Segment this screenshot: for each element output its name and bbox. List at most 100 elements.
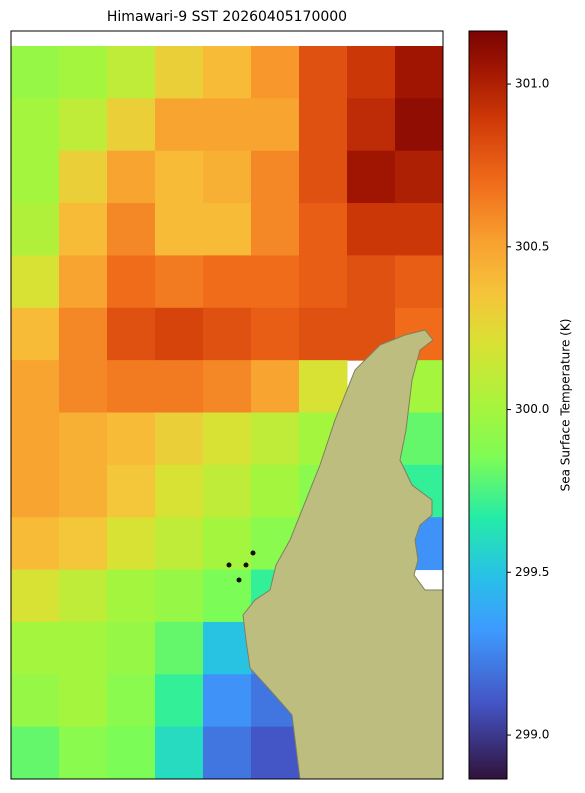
cell	[251, 46, 300, 99]
cell	[11, 255, 60, 309]
station	[243, 562, 249, 568]
colorbar-tick-label: 299.0	[515, 728, 549, 742]
cell	[59, 517, 108, 571]
cell	[11, 203, 60, 256]
cell	[251, 307, 300, 361]
cell	[251, 150, 300, 204]
cell	[11, 150, 60, 204]
cell	[203, 569, 252, 623]
cell	[299, 46, 348, 99]
cell	[11, 621, 60, 675]
cell	[107, 726, 156, 780]
cell	[11, 46, 60, 99]
cell	[203, 517, 252, 571]
cell	[251, 360, 300, 413]
cell	[11, 360, 60, 413]
cell	[251, 203, 300, 256]
cell	[59, 360, 108, 413]
cell	[107, 464, 156, 518]
cell	[155, 674, 204, 728]
cell	[155, 726, 204, 780]
cell	[107, 569, 156, 623]
cell	[203, 464, 252, 518]
cell	[107, 203, 156, 256]
cell	[203, 203, 252, 256]
cell	[347, 203, 396, 256]
cell	[155, 464, 204, 518]
colorbar	[468, 30, 508, 780]
cell	[251, 464, 300, 518]
colorbar-tick-label: 300.0	[515, 402, 549, 416]
cell	[107, 255, 156, 309]
cell	[155, 203, 204, 256]
cell	[347, 255, 396, 309]
cell	[395, 203, 444, 256]
cell	[107, 360, 156, 413]
cell	[347, 98, 396, 152]
cell	[59, 726, 108, 780]
cell	[395, 150, 444, 204]
cell	[203, 98, 252, 152]
cell	[107, 307, 156, 361]
cell	[299, 255, 348, 309]
cell	[107, 674, 156, 728]
cell	[299, 307, 348, 361]
station	[236, 577, 242, 583]
stations	[226, 550, 256, 583]
cell	[155, 307, 204, 361]
map-frame	[10, 30, 444, 780]
colorbar-tick-label: 301.0	[515, 77, 549, 91]
cell	[203, 360, 252, 413]
station	[250, 550, 256, 556]
cell	[155, 98, 204, 152]
cell	[155, 621, 204, 675]
land	[242, 329, 444, 780]
cell	[203, 307, 252, 361]
cell	[203, 412, 252, 466]
cell	[251, 412, 300, 466]
colorbar-tick-label: 299.5	[515, 565, 549, 579]
cell	[59, 150, 108, 204]
cell	[59, 98, 108, 152]
cell	[59, 412, 108, 466]
cell	[203, 150, 252, 204]
cell	[11, 412, 60, 466]
cell	[155, 517, 204, 571]
cell	[203, 621, 252, 675]
cell	[59, 255, 108, 309]
cell	[107, 517, 156, 571]
cell	[299, 98, 348, 152]
cell	[299, 203, 348, 256]
cell	[347, 46, 396, 99]
cell	[11, 674, 60, 728]
station	[226, 562, 232, 568]
cell	[155, 255, 204, 309]
cell	[251, 98, 300, 152]
cell	[59, 464, 108, 518]
cell	[155, 360, 204, 413]
cell	[107, 46, 156, 99]
cell	[11, 98, 60, 152]
cell	[11, 726, 60, 780]
cell	[59, 674, 108, 728]
cell	[395, 255, 444, 309]
cell	[59, 569, 108, 623]
cell	[251, 726, 300, 780]
cell	[347, 150, 396, 204]
cell	[395, 46, 444, 99]
cell	[107, 621, 156, 675]
blank-strip	[11, 31, 443, 46]
cell	[155, 569, 204, 623]
cell	[11, 307, 60, 361]
cell	[203, 46, 252, 99]
cell	[203, 726, 252, 780]
cell	[155, 412, 204, 466]
chart-title: Himawari-9 SST 20260405170000	[107, 9, 347, 25]
cell	[251, 255, 300, 309]
cell	[395, 98, 444, 152]
cell	[107, 150, 156, 204]
cell	[11, 464, 60, 518]
cell	[59, 203, 108, 256]
cell	[11, 517, 60, 571]
cell	[155, 46, 204, 99]
